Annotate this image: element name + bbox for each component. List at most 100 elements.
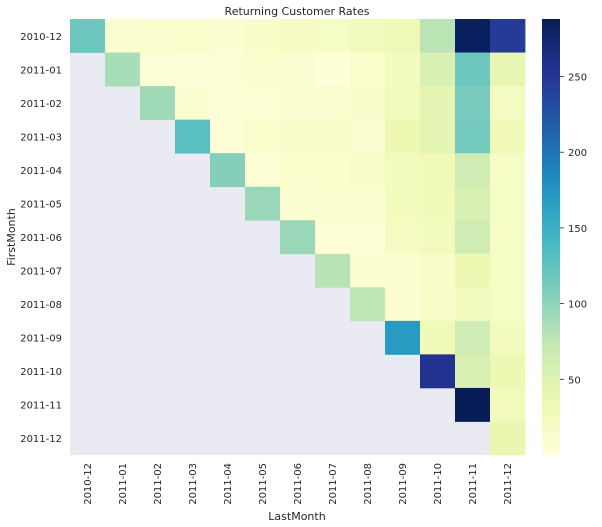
- x-tick-label: 2011-12: [503, 463, 514, 505]
- heatmap-cell: [280, 19, 316, 53]
- heatmap-cell: [385, 52, 421, 87]
- heatmap-cell: [280, 153, 316, 188]
- heatmap-cell: [105, 19, 141, 53]
- heatmap-cell: [490, 387, 526, 422]
- heatmap-cell: [490, 52, 526, 87]
- heatmap-cell: [175, 19, 211, 53]
- heatmap-cell: [455, 320, 491, 355]
- heatmap-cell: [350, 86, 386, 121]
- y-tick-label: 2011-07: [20, 267, 62, 278]
- heatmap-cell: [420, 52, 456, 87]
- x-tick-label: 2011-02: [153, 463, 164, 505]
- x-tick-label: 2011-06: [293, 463, 304, 505]
- heatmap-cell: [490, 86, 526, 121]
- colorbar: 50 100 150 200 250: [542, 19, 587, 455]
- heatmap-cell: [350, 220, 386, 255]
- heatmap-cell: [455, 153, 491, 188]
- heatmap-cell: [420, 153, 456, 188]
- y-tick-labels: 2010-12 2011-01 2011-02 2011-03 2011-04 2011-…: [20, 32, 62, 445]
- y-tick-label: 2011-06: [20, 233, 62, 244]
- heatmap-cell: [140, 52, 176, 87]
- heatmap-cell: [490, 220, 526, 255]
- y-tick-label: 2010-12: [20, 32, 62, 43]
- heatmap-cell: [280, 119, 316, 154]
- heatmap-cell: [350, 153, 386, 188]
- heatmap-cell: [455, 119, 491, 154]
- y-tick-label: 2011-10: [20, 367, 62, 378]
- heatmap-cell: [210, 52, 246, 87]
- x-tick-label: 2011-01: [118, 463, 129, 505]
- heatmap-cell: [420, 186, 456, 221]
- heatmap-cell: [455, 387, 491, 422]
- heatmap-cell: [455, 186, 491, 221]
- x-tick-label: 2011-09: [398, 463, 409, 505]
- y-tick-label: 2011-03: [20, 132, 62, 143]
- colorbar-tick-label: 200: [568, 148, 587, 159]
- heatmap-cell: [385, 253, 421, 288]
- heatmap-cell: [420, 119, 456, 154]
- heatmap-cell: [245, 119, 281, 154]
- heatmap-cell: [175, 119, 211, 154]
- heatmap-cell: [70, 19, 106, 53]
- heatmap-cell: [350, 287, 386, 322]
- heatmap-cell: [315, 253, 351, 288]
- heatmap-cell: [490, 19, 526, 53]
- heatmap-cell: [455, 220, 491, 255]
- heatmap-cell: [210, 86, 246, 121]
- heatmap-cell: [210, 19, 246, 53]
- y-tick-label: 2011-11: [20, 401, 62, 412]
- heatmap-cell: [490, 320, 526, 355]
- x-tick-label: 2011-11: [468, 463, 479, 505]
- heatmap-cell: [245, 19, 281, 53]
- heatmap-cell: [385, 119, 421, 154]
- heatmap-cell: [385, 287, 421, 322]
- heatmap-cell: [455, 86, 491, 121]
- heatmap-cell: [315, 52, 351, 87]
- heatmap-cell: [420, 86, 456, 121]
- y-tick-label: 2011-05: [20, 199, 62, 210]
- colorbar-ticks: 50 100 150 200 250: [560, 73, 587, 386]
- heatmap-cell: [350, 52, 386, 87]
- heatmap-cell: [385, 186, 421, 221]
- heatmap-cell: [490, 421, 526, 456]
- heatmap-cell: [280, 86, 316, 121]
- heatmap-cell: [315, 220, 351, 255]
- heatmap-cell: [420, 354, 456, 389]
- x-tick-label: 2011-10: [433, 463, 444, 505]
- heatmap-cell: [245, 52, 281, 87]
- x-tick-labels: 2010-12 2011-01 2011-02 2011-03 2011-04 2011-…: [83, 463, 514, 505]
- heatmap-cell: [385, 220, 421, 255]
- x-tick-label: 2011-05: [258, 463, 269, 505]
- y-tick-label: 2011-01: [20, 65, 62, 76]
- heatmap-cell: [245, 153, 281, 188]
- heatmap-cell: [210, 153, 246, 188]
- heatmap-cell: [315, 119, 351, 154]
- heatmap-cell: [490, 287, 526, 322]
- heatmap-cell: [350, 253, 386, 288]
- heatmap-cell: [105, 52, 141, 87]
- heatmap-cell: [245, 86, 281, 121]
- heatmap-cell: [175, 86, 211, 121]
- heatmap-cell: [420, 19, 456, 53]
- heatmap-cell: [420, 320, 456, 355]
- y-tick-label: 2011-08: [20, 300, 62, 311]
- x-axis-label: LastMonth: [268, 510, 325, 523]
- heatmap-cell: [385, 320, 421, 355]
- heatmap-cell: [175, 52, 211, 87]
- x-tick-label: 2011-08: [363, 463, 374, 505]
- y-tick-label: 2011-12: [20, 434, 62, 445]
- colorbar-tick-label: 250: [568, 73, 587, 84]
- heatmap-cell: [350, 186, 386, 221]
- heatmap-cell: [385, 86, 421, 121]
- heatmap-cell: [245, 186, 281, 221]
- heatmap-cell: [315, 153, 351, 188]
- heatmap-cell: [315, 19, 351, 53]
- heatmap-cell: [420, 220, 456, 255]
- colorbar-tick-label: 150: [568, 224, 587, 235]
- y-tick-label: 2011-04: [20, 166, 62, 177]
- y-tick-label: 2011-02: [20, 99, 62, 110]
- heatmap-cell: [490, 153, 526, 188]
- heatmap-cell: [490, 253, 526, 288]
- heatmap-cell: [490, 186, 526, 221]
